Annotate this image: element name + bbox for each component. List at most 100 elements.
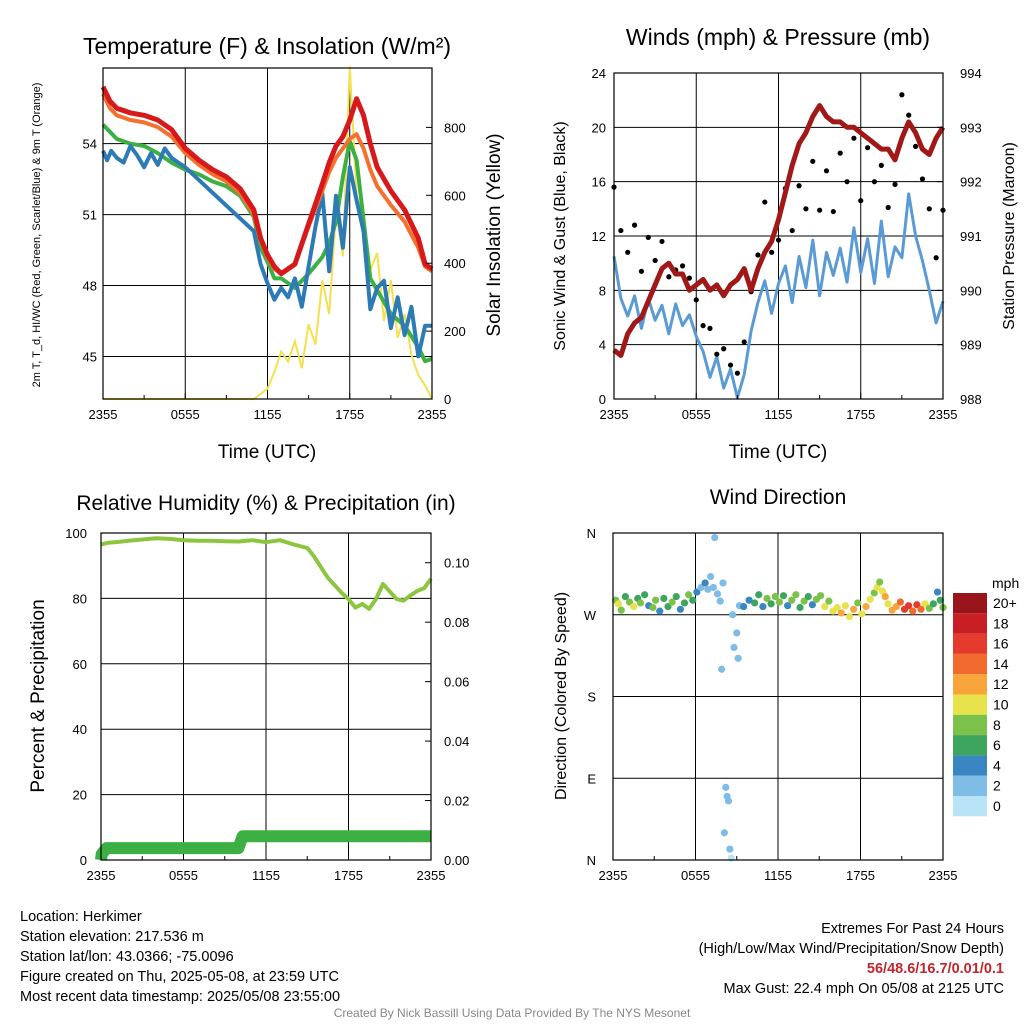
direction-point [917,605,925,613]
y-tick-label: 4 [599,338,606,353]
legend-title: mph [992,575,1019,591]
legend-label: 14 [993,656,1009,672]
legend-label: 8 [993,717,1001,733]
legend-label: 12 [993,676,1009,692]
extremes-info: Extremes For Past 24 Hours (High/Low/Max… [699,919,1004,999]
direction-point [630,602,638,611]
direction-point [733,629,741,637]
gust-point [762,199,768,205]
y2-tick-label: 991 [960,229,982,244]
x-tick-label: 0555 [681,868,710,883]
wind-direction-panel: Wind Direction Direction (Colored By Spe… [553,486,1019,883]
gust-point [645,234,651,240]
gust-point [933,255,939,261]
y-tick-label: 45 [83,349,97,364]
x-tick-label: 1155 [764,868,792,883]
gust-point [837,150,843,156]
humidity-line [100,536,433,611]
elevation-text: Station elevation: 217.536 m [20,929,204,945]
legend-label: 20+ [993,595,1017,611]
gust-point [618,227,624,234]
gust-point [926,206,932,212]
y-tick-label: 20 [73,788,87,803]
direction-chart-title: Wind Direction [710,486,847,509]
legend-label: 2 [993,778,1001,794]
y-tick-label: 8 [599,283,606,298]
extremes-values: 56/48.6/16.7/0.01/0.1 [866,961,1004,977]
x-tick-label: 2355 [89,407,118,422]
gust-point [734,370,740,376]
x-tick-label: 1155 [765,407,793,422]
direction-point [652,596,660,604]
y-tick-label: N [587,853,596,868]
direction-point [759,602,767,611]
direction-point [676,605,684,613]
legend-swatch [953,653,987,675]
y-tick-label: S [587,690,596,705]
y-tick-label: 0 [80,853,87,868]
direction-point [745,596,753,604]
x-tick-label: 1755 [846,868,875,883]
direction-point [881,592,889,601]
legend-swatch [953,694,987,715]
temperature-x-label: Time (UTC) [218,442,317,463]
legend-label: 18 [993,615,1009,631]
gust-point [741,339,747,345]
insolation-y2-label: Solar Insolation (Yellow) [484,133,505,336]
humidity-y-label: Percent & Precipitation [28,599,49,792]
wind-speed-line [612,192,945,400]
y-tick-label: 51 [83,208,97,223]
direction-point [845,612,854,621]
temperature-chart-title: Temperature (F) & Insolation (W/m²) [83,33,451,59]
direction-point [689,596,697,604]
legend-swatch [953,735,987,756]
direction-point [727,854,735,862]
y2-tick-label: 0.02 [444,794,469,809]
gust-point [871,179,878,185]
direction-point [804,592,812,601]
gust-point [686,275,692,281]
winds-x-label: Time (UTC) [729,442,828,463]
gust-point [796,183,802,189]
x-tick-label: 1755 [334,868,363,883]
y-tick-label: 24 [592,66,606,81]
direction-point [730,643,738,652]
direction-point [837,609,845,617]
y-tick-label: 20 [592,120,606,135]
station-info: Location: Herkimer Station elevation: 21… [20,907,340,1007]
direction-point [792,591,800,599]
x-tick-label: 0555 [169,868,198,883]
gust-point [830,208,836,215]
y-tick-label: W [584,608,597,623]
y2-tick-label: 400 [444,256,466,271]
direction-point [821,602,829,611]
direction-point [833,603,841,612]
direction-point [858,610,866,618]
y-tick-label: 40 [73,722,87,737]
direction-point [936,596,944,604]
direction-point [854,599,862,607]
y2-tick-label: 988 [960,392,982,407]
y-tick-label: 16 [592,175,606,190]
direction-point [704,585,712,593]
gust-point [631,222,638,228]
gust-point [823,168,830,174]
direction-point [668,598,676,606]
y2-tick-label: 0.00 [444,853,469,868]
direction-point [767,600,775,608]
temperature-y-label: 2m T, T_d, HI/WC (Red, Green, Scarlet/Bl… [31,83,43,388]
x-tick-label: 1155 [252,868,280,883]
legend-swatch [953,593,987,614]
y2-tick-label: 0.08 [444,615,469,630]
gust-point [693,297,699,303]
direction-point [701,579,709,587]
direction-point [862,602,870,611]
direction-point [796,603,804,612]
direction-point [729,611,737,619]
humidity-precip-panel: Relative Humidity (%) & Precipitation (i… [28,492,469,883]
gust-point [906,112,912,118]
gust-point [878,162,884,168]
direction-point [779,592,788,600]
gust-point [755,252,761,258]
direction-point [656,607,664,615]
